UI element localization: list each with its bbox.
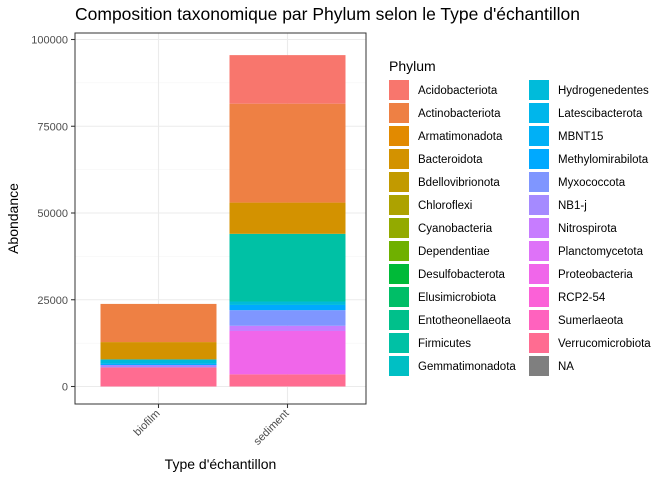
legend-key	[389, 356, 409, 376]
y-tick-label: 25000	[37, 295, 68, 307]
bar-segment-biofilm-hydrogenedentes	[100, 359, 217, 364]
bar-segment-sediment-proteobacteria	[229, 330, 346, 375]
x-axis-title: Type d'échantillon	[165, 456, 277, 472]
legend-key	[529, 80, 549, 100]
legend-key	[529, 333, 549, 353]
legend-key	[389, 195, 409, 215]
bar-segment-sediment-myxococcota	[229, 310, 346, 326]
bar-segment-biofilm-verrucomicrobiota	[100, 367, 217, 387]
bar-segment-sediment-actinobacteriota	[229, 103, 346, 203]
legend-label: Elusimicrobiota	[418, 292, 497, 304]
y-axis-title: Abondance	[5, 183, 21, 254]
bar-segment-sediment-acidobacteriota	[229, 55, 346, 104]
legend-key	[389, 264, 409, 284]
legend-label: Nitrospirota	[558, 223, 617, 235]
legend-key	[529, 126, 549, 146]
bar-segment-biofilm-bacteroidota	[100, 342, 217, 360]
legend-label: Gemmatimonadota	[418, 361, 516, 373]
y-tick-label: 75000	[37, 121, 68, 133]
legend-key	[389, 241, 409, 261]
legend-key	[389, 80, 409, 100]
legend-key	[529, 195, 549, 215]
legend-key	[389, 310, 409, 330]
legend-label: Firmicutes	[418, 338, 471, 350]
bar-segment-biofilm-nb1-j	[100, 364, 217, 368]
y-tick-label: 50000	[37, 208, 68, 220]
bar-stacks	[100, 55, 346, 387]
legend-label: RCP2-54	[558, 292, 606, 304]
bar-segment-sediment-nitrospirota	[229, 325, 346, 331]
legend-label: Hydrogenedentes	[558, 85, 649, 97]
legend-key	[529, 356, 549, 376]
legend-key	[389, 333, 409, 353]
legend-key	[529, 310, 549, 330]
legend-key	[389, 103, 409, 123]
legend-label: Entotheonellaeota	[418, 315, 511, 327]
legend-label: Methylomirabilota	[558, 154, 649, 166]
legend-label: Sumerlaeota	[558, 315, 624, 327]
x-axis: biofilm sediment	[132, 404, 292, 448]
bar-segment-sediment-hydrogenedentes	[229, 301, 346, 305]
chart-title: Composition taxonomique par Phylum selon…	[75, 4, 580, 24]
bar-segment-sediment-verrucomicrobiota	[229, 374, 346, 387]
legend-key	[529, 218, 549, 238]
legend-label: NB1-j	[558, 200, 587, 212]
legend-label: NA	[558, 361, 574, 373]
legend-label: Acidobacteriota	[418, 85, 498, 97]
y-tick-label: 0	[62, 382, 68, 394]
y-tick-label: 100000	[31, 35, 68, 47]
legend-key	[389, 126, 409, 146]
legend-label: Desulfobacterota	[418, 269, 506, 281]
bar-segment-biofilm-actinobacteriota	[100, 303, 217, 343]
x-tick-label: biofilm	[132, 408, 163, 439]
legend-key	[529, 149, 549, 169]
legend-label: Proteobacteria	[558, 269, 633, 281]
plot-border	[74, 32, 367, 405]
legend-label: Chloroflexi	[418, 200, 472, 212]
legend: Phylum Acidobacteriota Actinobacteriota Ar…	[389, 58, 651, 376]
legend-label: Myxococcota	[558, 177, 626, 189]
x-tick-label: sediment	[252, 408, 292, 448]
legend-title: Phylum	[389, 58, 436, 74]
legend-key	[389, 149, 409, 169]
legend-label: Actinobacteriota	[418, 108, 501, 120]
legend-key	[389, 287, 409, 307]
legend-label: Planctomycetota	[558, 246, 644, 258]
legend-key	[529, 287, 549, 307]
bar-segment-sediment-methylomirabilota	[229, 304, 346, 311]
legend-label: Bacteroidota	[418, 154, 483, 166]
legend-label: Verrucomicrobiota	[558, 338, 651, 350]
legend-key	[529, 241, 549, 261]
bar-segment-sediment-bacteroidota	[229, 202, 346, 234]
legend-key	[529, 172, 549, 192]
legend-key	[389, 218, 409, 238]
bar-segment-biofilm-methylomirabilota	[100, 363, 217, 365]
bar-segment-sediment-firmicutes	[229, 233, 346, 302]
y-axis: 0 25000 50000 75000 100000	[31, 35, 75, 394]
legend-key	[389, 172, 409, 192]
legend-label: Latescibacterota	[558, 108, 643, 120]
legend-label: Dependentiae	[418, 246, 490, 258]
legend-label: Armatimonadota	[418, 131, 503, 143]
legend-label: Bdellovibrionota	[418, 177, 500, 189]
legend-key	[529, 264, 549, 284]
legend-label: MBNT15	[558, 131, 603, 143]
legend-key	[529, 103, 549, 123]
legend-label: Cyanobacteria	[418, 223, 493, 235]
